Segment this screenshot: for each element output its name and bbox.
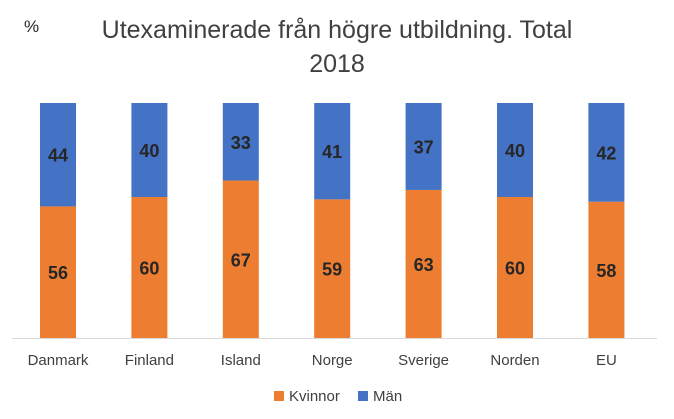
chart-title-year: 2018 (309, 50, 365, 78)
x-tick-label-finland: Finland (125, 352, 174, 369)
bar-kvinnor-island (222, 180, 259, 338)
data-label-man-norden: 40 (505, 141, 525, 161)
x-tick-label-norge: Norge (312, 352, 353, 369)
legend-label-man: Män (373, 388, 402, 405)
data-label-kvinnor-norge: 59 (322, 260, 342, 280)
bar-man-norge (314, 103, 351, 200)
bar-kvinnor-eu (588, 201, 625, 338)
x-tick-label-norden: Norden (490, 352, 539, 369)
data-label-man-danmark: 44 (48, 146, 68, 166)
data-label-kvinnor-sverige: 63 (414, 255, 434, 275)
data-label-kvinnor-eu: 58 (596, 261, 616, 281)
legend-swatch-kvinnor (274, 391, 284, 401)
legend-swatch-man (358, 391, 368, 401)
bar-man-danmark (40, 103, 76, 207)
unit-label: % (24, 17, 40, 36)
data-label-man-finland: 40 (139, 141, 159, 161)
bar-man-finland (131, 103, 168, 197)
data-label-kvinnor-norden: 60 (505, 259, 525, 279)
x-tick-label-island: Island (221, 352, 261, 369)
legend-label-kvinnor: Kvinnor (289, 388, 340, 405)
data-label-kvinnor-finland: 60 (139, 259, 159, 279)
x-tick-label-eu: EU (596, 352, 617, 369)
x-tick-label-sverige: Sverige (398, 352, 449, 369)
data-label-kvinnor-danmark: 56 (48, 263, 68, 283)
bar-kvinnor-danmark (40, 206, 76, 338)
data-label-man-norge: 41 (322, 142, 342, 162)
chart-title: Utexaminerade från högre utbildning. Tot… (101, 16, 573, 44)
bar-kvinnor-norden (497, 197, 533, 338)
bar-man-island (222, 103, 259, 181)
bar-man-norden (497, 103, 533, 197)
data-label-man-island: 33 (231, 133, 251, 153)
bar-kvinnor-sverige (405, 189, 442, 338)
data-label-kvinnor-island: 67 (231, 250, 251, 270)
bar-man-sverige (405, 103, 442, 190)
data-label-man-sverige: 37 (414, 137, 434, 157)
bar-man-eu (588, 103, 625, 202)
data-label-man-eu: 42 (596, 143, 616, 163)
x-tick-label-danmark: Danmark (28, 352, 89, 369)
bar-kvinnor-finland (131, 197, 168, 338)
bar-kvinnor-norge (314, 199, 351, 338)
